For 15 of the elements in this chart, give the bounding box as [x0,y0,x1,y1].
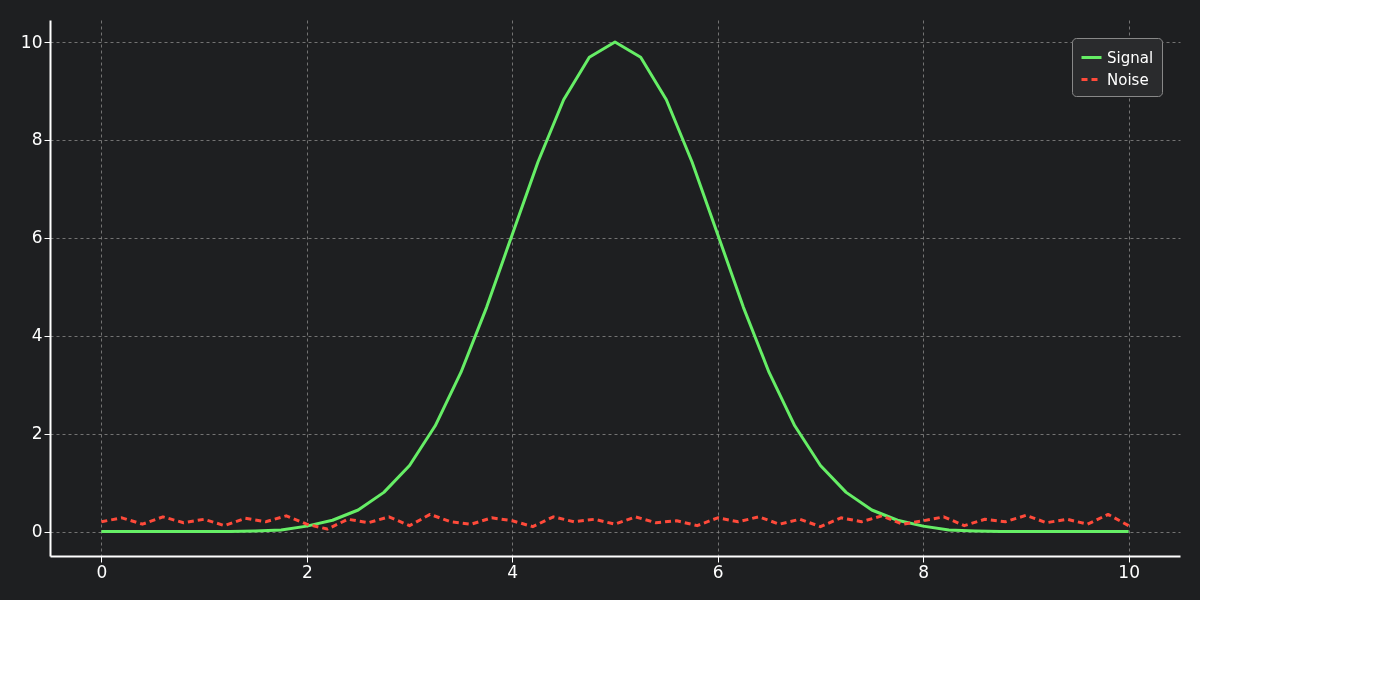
y-tick-label: 2 [31,423,43,444]
legend-label: Signal [1107,48,1154,67]
y-tick-label: 10 [20,31,43,52]
x-tick-label: 8 [918,561,930,582]
legend-label: Noise [1107,70,1149,89]
y-tick-label: 8 [31,129,43,150]
x-tick-label: 10 [1118,561,1140,582]
x-tick-label: 6 [712,561,724,582]
y-tick-label: 0 [31,521,43,542]
x-tick-label: 0 [96,561,108,582]
line-series [99,512,1131,531]
y-tick-label: 6 [31,227,43,248]
x-tick-label: 2 [301,561,313,582]
x-tick-label: 4 [507,561,519,582]
y-tick-label: 4 [31,325,43,346]
